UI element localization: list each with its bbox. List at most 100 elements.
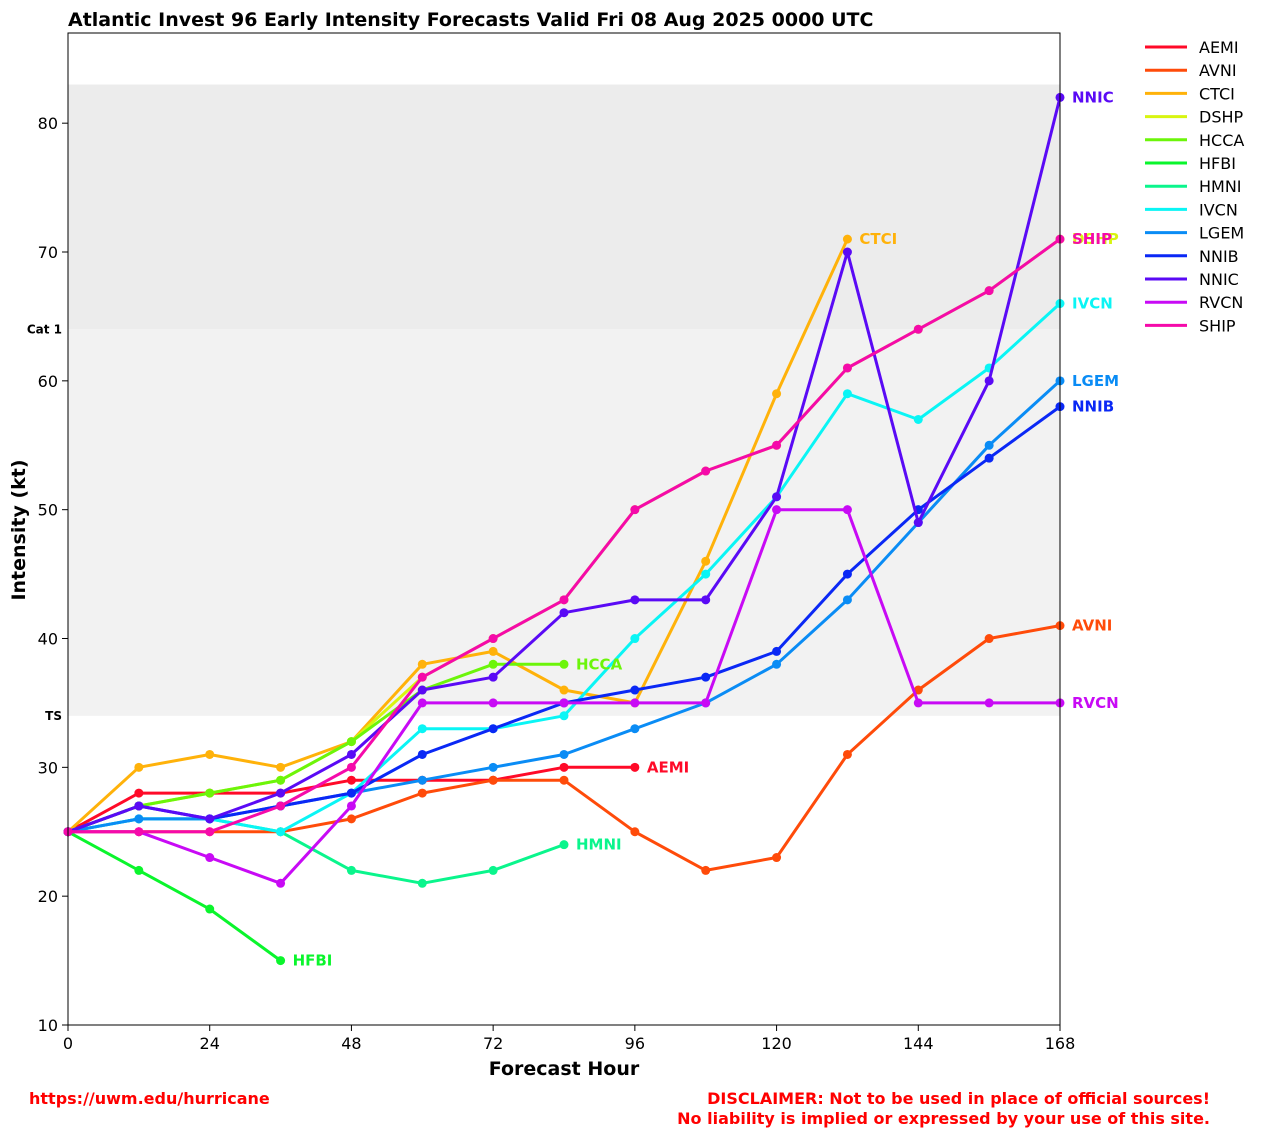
point-nnic bbox=[559, 608, 569, 618]
point-ship bbox=[701, 466, 711, 476]
forecast-series bbox=[63, 92, 1065, 966]
point-avni bbox=[346, 814, 356, 824]
series-end-labels: AEMI AVNI CTCI DSHP HCCA HFBI HMNI IVCN LGEM NNIB… bbox=[293, 88, 1119, 969]
point-avni bbox=[913, 685, 923, 695]
disclaimer-line-2: No liability is implied or expressed by … bbox=[677, 1109, 1210, 1128]
x-tick-label: 0 bbox=[63, 1034, 73, 1053]
point-ship bbox=[630, 505, 640, 515]
point-nnic bbox=[772, 492, 782, 502]
point-lgem bbox=[417, 775, 427, 785]
point-avni bbox=[842, 749, 852, 759]
point-ctci bbox=[559, 685, 569, 695]
point-hfbi bbox=[205, 904, 215, 914]
point-nnic bbox=[276, 788, 286, 798]
point-nnic bbox=[205, 814, 215, 824]
point-ivcn bbox=[913, 414, 923, 424]
point-ctci bbox=[276, 762, 286, 772]
point-hcca bbox=[276, 775, 286, 785]
point-ship bbox=[134, 827, 144, 837]
legend-item-ctci: CTCI bbox=[1145, 84, 1235, 103]
point-avni bbox=[559, 775, 569, 785]
y-axis-ticks: 10 20 30 40 50 60 70 80 bbox=[38, 114, 68, 1035]
point-lgem bbox=[559, 749, 569, 759]
legend-label: HMNI bbox=[1199, 177, 1242, 196]
point-rvcn bbox=[346, 801, 356, 811]
point-nnic bbox=[984, 376, 994, 386]
legend-label: HFBI bbox=[1199, 154, 1236, 173]
legend-item-hfbi: HFBI bbox=[1145, 154, 1236, 173]
point-nnib bbox=[701, 672, 711, 682]
point-aemi bbox=[559, 762, 569, 772]
x-tick-label: 72 bbox=[483, 1034, 503, 1053]
point-nnic bbox=[417, 685, 427, 695]
legend-label: AEMI bbox=[1199, 38, 1239, 57]
legend-item-avni: AVNI bbox=[1145, 61, 1237, 80]
y-tick-label: 50 bbox=[38, 501, 58, 520]
point-ship bbox=[488, 634, 498, 644]
point-aemi bbox=[134, 788, 144, 798]
x-axis-ticks: 0 24 48 72 96 120 144 168 bbox=[63, 1025, 1075, 1053]
end-label-avni: AVNI bbox=[1072, 617, 1112, 635]
x-tick-label: 96 bbox=[625, 1034, 645, 1053]
point-avni bbox=[701, 865, 711, 875]
point-ship bbox=[913, 324, 923, 334]
band-label-cat-1: Cat 1 bbox=[27, 322, 62, 336]
point-avni bbox=[630, 827, 640, 837]
point-lgem bbox=[630, 724, 640, 734]
point-ship bbox=[984, 286, 994, 296]
point-hmni bbox=[346, 865, 356, 875]
legend-item-ivcn: IVCN bbox=[1145, 200, 1238, 219]
band-label-ts: TS bbox=[45, 709, 62, 723]
point-ctci bbox=[134, 762, 144, 772]
legend-label: DSHP bbox=[1199, 108, 1244, 127]
legend-label: LGEM bbox=[1199, 224, 1244, 243]
x-tick-label: 168 bbox=[1045, 1034, 1076, 1053]
point-rvcn bbox=[276, 878, 286, 888]
end-label-hfbi: HFBI bbox=[293, 952, 333, 970]
legend-item-aemi: AEMI bbox=[1145, 38, 1239, 57]
series-line-hfbi bbox=[67, 830, 282, 962]
point-ivcn bbox=[630, 634, 640, 644]
point-ctci bbox=[701, 556, 711, 566]
point-ship bbox=[842, 363, 852, 373]
point-nnib bbox=[842, 569, 852, 579]
point-ctci bbox=[417, 659, 427, 669]
series-rvcn bbox=[63, 505, 1065, 888]
point-rvcn bbox=[913, 698, 923, 708]
legend-item-ship: SHIP bbox=[1145, 316, 1236, 335]
disclaimer-line-1: DISCLAIMER: Not to be used in place of o… bbox=[707, 1089, 1210, 1108]
point-nnic bbox=[913, 518, 923, 528]
end-label-aemi: AEMI bbox=[647, 758, 689, 776]
point-avni bbox=[772, 853, 782, 863]
legend-item-hcca: HCCA bbox=[1145, 131, 1244, 150]
end-label-nnib: NNIB bbox=[1072, 398, 1114, 416]
series-hfbi bbox=[63, 827, 286, 966]
y-axis-label: Intensity (kt) bbox=[8, 459, 30, 600]
legend-item-nnic: NNIC bbox=[1145, 270, 1239, 289]
legend: AEMI AVNI CTCI DSHP HCCA HFBI HMNI IVCN LGEM NNIB… bbox=[1145, 38, 1244, 335]
point-aemi bbox=[346, 775, 356, 785]
x-tick-label: 24 bbox=[200, 1034, 220, 1053]
point-ctci bbox=[842, 234, 852, 244]
legend-item-hmni: HMNI bbox=[1145, 177, 1242, 196]
point-lgem bbox=[842, 595, 852, 605]
end-label-rvcn: RVCN bbox=[1072, 694, 1119, 712]
footer-url: https://uwm.edu/hurricane bbox=[29, 1089, 270, 1108]
point-hcca bbox=[559, 659, 569, 669]
intensity-bands bbox=[68, 84, 1060, 716]
series-aemi bbox=[63, 762, 640, 837]
point-rvcn bbox=[488, 698, 498, 708]
point-ship bbox=[276, 801, 286, 811]
legend-label: NNIC bbox=[1199, 270, 1239, 289]
legend-label: RVCN bbox=[1199, 293, 1243, 312]
legend-label: CTCI bbox=[1199, 84, 1235, 103]
point-ivcn bbox=[559, 711, 569, 721]
point-hmni bbox=[488, 865, 498, 875]
point-ctci bbox=[772, 389, 782, 399]
point-nnic bbox=[488, 672, 498, 682]
y-tick-label: 40 bbox=[38, 630, 58, 649]
x-tick-label: 120 bbox=[761, 1034, 792, 1053]
point-nnic bbox=[842, 247, 852, 257]
point-lgem bbox=[488, 762, 498, 772]
